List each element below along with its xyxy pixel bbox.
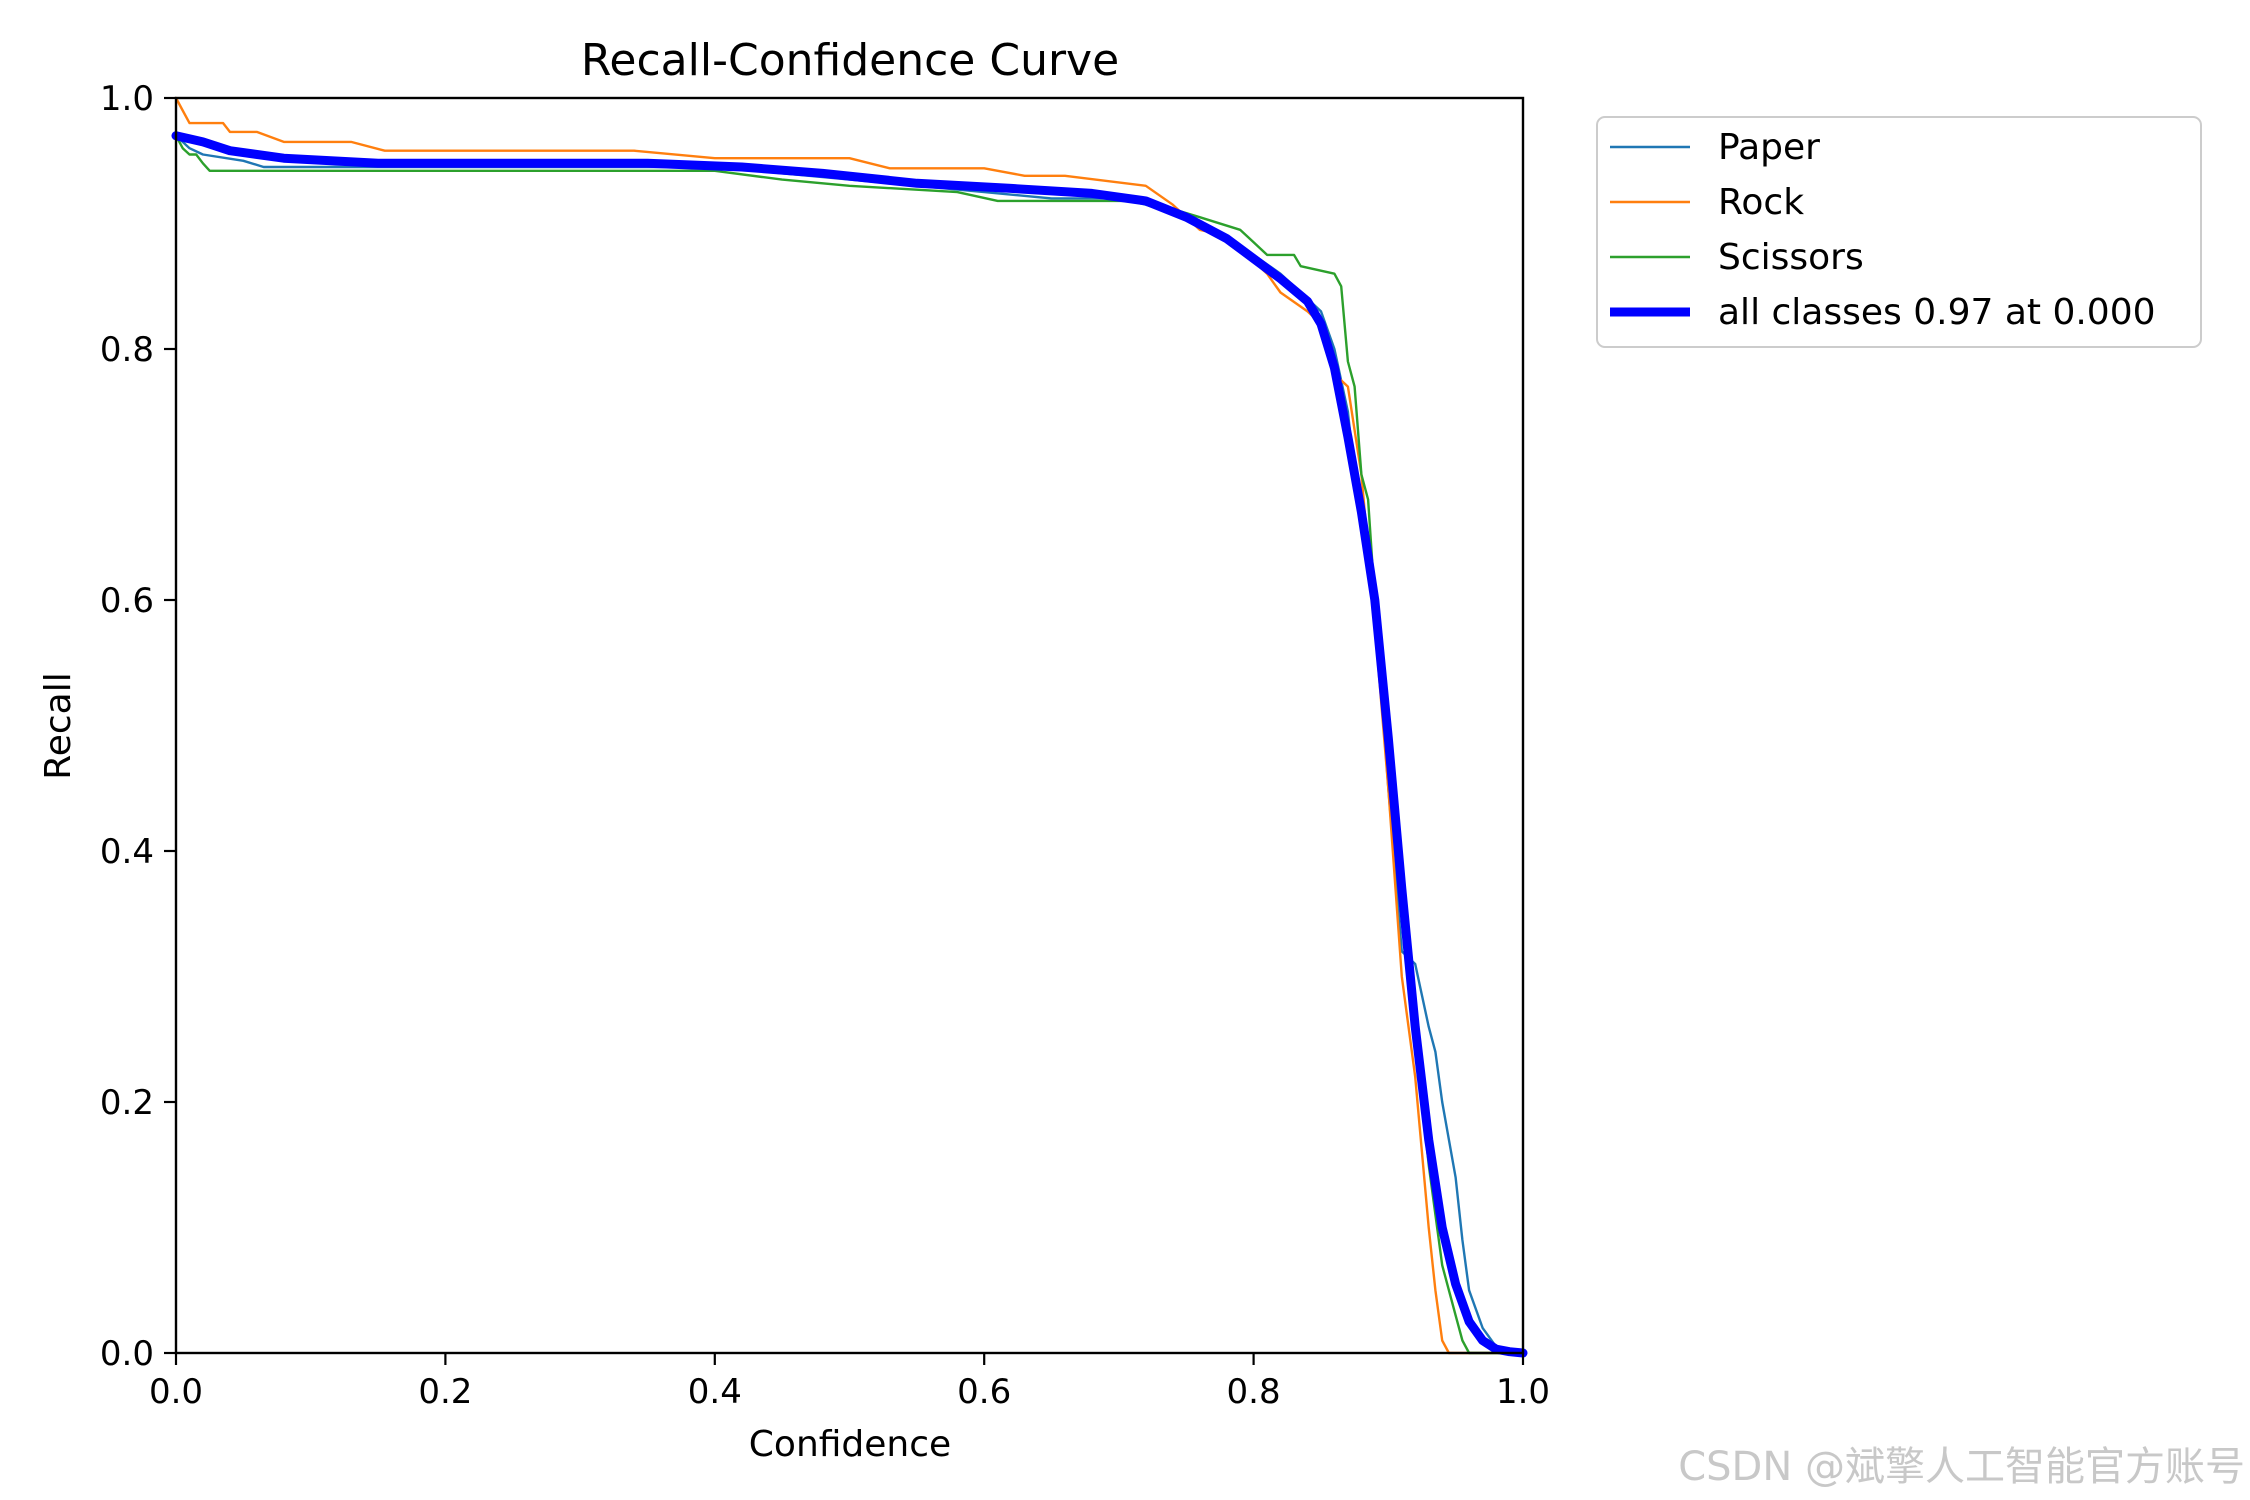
x-tick-label: 0.4 [688,1372,742,1412]
legend: Paper Rock Scissors all classes 0.97 at 0.0… [1596,116,2202,348]
x-axis-ticks: 0.0 0.2 0.4 0.6 0.8 1.0 [149,1353,1550,1412]
y-axis-label: Recall [38,672,79,779]
y-tick-label: 0.0 [100,1334,154,1374]
legend-label-1: Rock [1718,182,1804,223]
legend-label-2: Scissors [1718,237,1864,278]
chart-title: Recall-Confidence Curve [581,35,1119,86]
legend-box [1596,116,2202,348]
y-tick-label: 0.8 [100,330,154,370]
x-tick-label: 0.0 [149,1372,203,1412]
series-layer [171,96,1528,1358]
plot-frame [174,96,1525,1355]
y-tick-label: 0.6 [100,581,154,621]
series-line-1 [174,96,1525,1355]
x-tick-label: 0.8 [1227,1372,1281,1412]
legend-label-3: all classes 0.97 at 0.000 [1718,292,2156,333]
x-tick-label: 1.0 [1496,1372,1550,1412]
y-tick-label: 0.2 [100,1083,154,1123]
y-tick-label: 1.0 [100,79,154,119]
x-tick-label: 0.2 [418,1372,472,1412]
series-line-3 [171,131,1528,1358]
x-axis-label: Confidence [749,1424,951,1465]
watermark-text: CSDN @斌擎人工智能官方账号 [1678,1444,2245,1490]
legend-label-0: Paper [1718,127,1820,168]
y-tick-label: 0.4 [100,832,154,872]
y-axis-ticks: 0.0 0.2 0.4 0.6 0.8 1.0 [100,79,176,1374]
x-tick-label: 0.6 [957,1372,1011,1412]
